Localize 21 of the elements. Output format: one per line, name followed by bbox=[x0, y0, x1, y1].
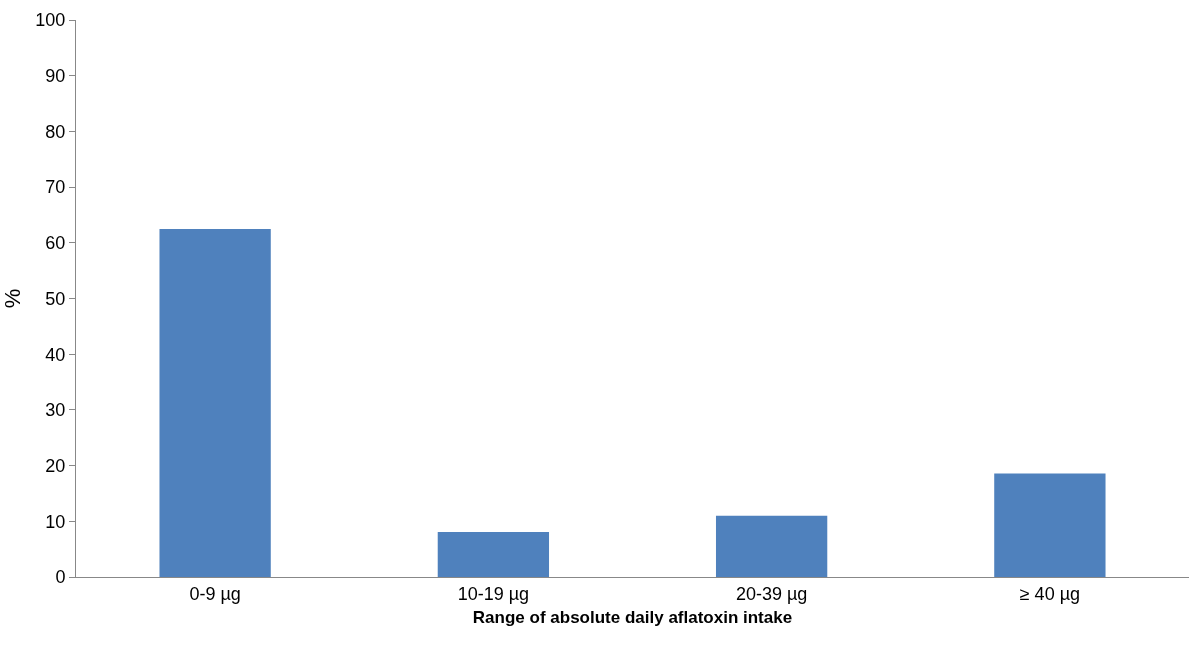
y-tick-label: 80 bbox=[45, 121, 66, 142]
y-tick-label: 40 bbox=[45, 344, 66, 365]
x-tick-label: 10-19 µg bbox=[457, 583, 530, 604]
x-tick-label: 20-39 µg bbox=[735, 583, 808, 604]
bar bbox=[715, 515, 828, 577]
x-tick-label: 0-9 µg bbox=[189, 583, 241, 604]
bar bbox=[994, 473, 1106, 577]
y-tick-label: 100 bbox=[35, 10, 66, 31]
bar bbox=[159, 228, 271, 577]
y-tick-label: 60 bbox=[45, 233, 66, 254]
y-tick-label: 70 bbox=[45, 177, 66, 198]
bar bbox=[437, 531, 550, 577]
y-tick-label: 30 bbox=[45, 400, 66, 421]
y-tick-label: 20 bbox=[45, 455, 66, 476]
y-tick-label: 0 bbox=[55, 567, 66, 588]
x-axis-title: Range of absolute daily aflatoxin intake bbox=[472, 608, 793, 627]
y-axis-title: % bbox=[0, 288, 25, 309]
y-tick-label: 90 bbox=[45, 66, 66, 86]
x-tick-label: ≥ 40 µg bbox=[1019, 583, 1081, 604]
y-tick-label: 10 bbox=[45, 511, 66, 532]
y-tick-label: 50 bbox=[45, 288, 66, 309]
